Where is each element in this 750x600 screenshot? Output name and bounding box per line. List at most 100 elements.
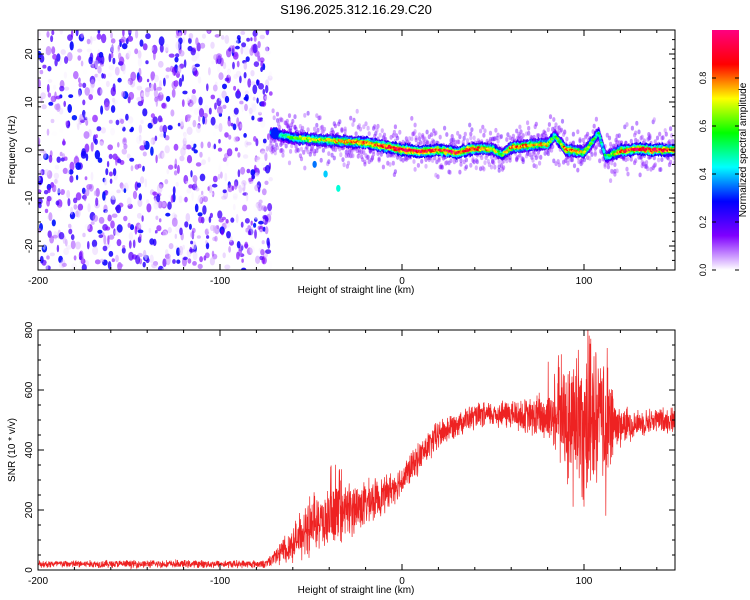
trace-halo	[481, 165, 485, 171]
trace-halo	[367, 159, 371, 165]
noise-blob	[212, 175, 218, 183]
noise-blob	[63, 100, 66, 107]
noise-blob	[74, 58, 79, 68]
noise-blob	[269, 211, 272, 216]
trace-halo	[546, 151, 550, 157]
trace-halo	[414, 135, 418, 141]
trace-halo	[358, 126, 363, 132]
y-tick-label: 0	[24, 567, 35, 573]
noise-blob	[117, 77, 122, 83]
trace-halo	[410, 136, 414, 142]
trace-halo	[564, 158, 568, 164]
noise-blob	[244, 90, 249, 95]
trace-halo	[648, 135, 652, 141]
noise-blob	[214, 235, 218, 242]
noise-blob	[137, 75, 143, 83]
trace-halo	[528, 152, 532, 157]
trace-halo	[351, 153, 355, 159]
noise-blob	[120, 118, 125, 125]
noise-blob	[135, 30, 139, 39]
noise-blob	[173, 170, 178, 176]
noise-blob	[104, 101, 110, 111]
noise-blob	[198, 115, 201, 122]
noise-blob	[43, 150, 47, 159]
trace-halo	[333, 147, 337, 153]
noise-blob	[97, 229, 103, 234]
noise-blob	[136, 97, 142, 102]
noise-blob	[262, 138, 267, 144]
noise-blob	[44, 236, 50, 243]
noise-blob	[121, 148, 128, 155]
noise-blob	[117, 142, 120, 148]
trace-halo	[646, 137, 650, 143]
trace-halo	[480, 155, 484, 161]
trace-halo	[374, 131, 378, 136]
trace-halo	[571, 131, 576, 137]
trace-halo	[270, 146, 274, 151]
trace-halo	[637, 154, 641, 160]
noise-blob	[235, 90, 242, 99]
noise-blob	[213, 54, 218, 61]
noise-blob	[135, 254, 141, 265]
noise-blob	[264, 226, 269, 235]
noise-blob	[156, 97, 163, 102]
trace-halo	[592, 123, 596, 129]
noise-blob	[110, 86, 117, 97]
trace-halo	[642, 161, 647, 167]
noise-blob	[139, 145, 146, 151]
noise-blob	[159, 44, 164, 53]
noise-blob	[73, 255, 77, 261]
noise-blob	[227, 68, 231, 75]
snr-series-line	[38, 330, 675, 570]
noise-blob	[46, 128, 50, 136]
noise-blob	[39, 54, 45, 63]
noise-blob	[248, 177, 253, 182]
noise-blob	[178, 77, 183, 87]
noise-blob	[111, 213, 118, 218]
scattered-point	[336, 184, 341, 192]
noise-blob	[258, 111, 262, 116]
noise-blob	[211, 190, 215, 198]
noise-blob	[38, 176, 41, 182]
noise-blob	[127, 116, 134, 124]
noise-blob	[151, 44, 158, 55]
noise-blob	[158, 153, 162, 159]
noise-blob	[88, 86, 94, 95]
noise-blob	[110, 190, 115, 200]
noise-blob	[102, 191, 106, 201]
noise-blob	[179, 155, 185, 162]
noise-blob	[267, 203, 273, 212]
noise-blob	[86, 38, 91, 45]
noise-blob	[67, 198, 71, 207]
noise-blob	[178, 195, 183, 204]
noise-blob	[112, 57, 116, 65]
noise-blob	[187, 258, 192, 264]
noise-blob	[199, 197, 204, 204]
noise-blob	[203, 196, 208, 203]
noise-blob	[221, 195, 227, 200]
noise-blob	[167, 125, 173, 131]
noise-blob	[216, 106, 223, 115]
noise-blob	[115, 254, 119, 263]
noise-blob	[45, 262, 49, 270]
noise-blob	[258, 83, 264, 90]
noise-blob	[47, 79, 53, 83]
trace-halo	[516, 135, 520, 141]
noise-blob	[116, 158, 122, 164]
trace-halo	[506, 132, 510, 138]
trace-halo	[447, 169, 451, 175]
noise-blob	[56, 156, 61, 163]
noise-blob	[77, 55, 82, 61]
noise-blob	[264, 95, 270, 100]
noise-blob	[231, 45, 236, 54]
noise-blob	[259, 255, 264, 261]
noise-blob	[154, 230, 158, 234]
noise-blob	[82, 99, 86, 106]
noise-blob	[228, 246, 232, 253]
noise-blob	[212, 132, 217, 137]
trace-halo	[530, 155, 534, 160]
noise-blob	[220, 171, 223, 179]
trace-halo	[554, 122, 558, 128]
trace-halo	[391, 133, 395, 139]
noise-blob	[145, 199, 150, 205]
